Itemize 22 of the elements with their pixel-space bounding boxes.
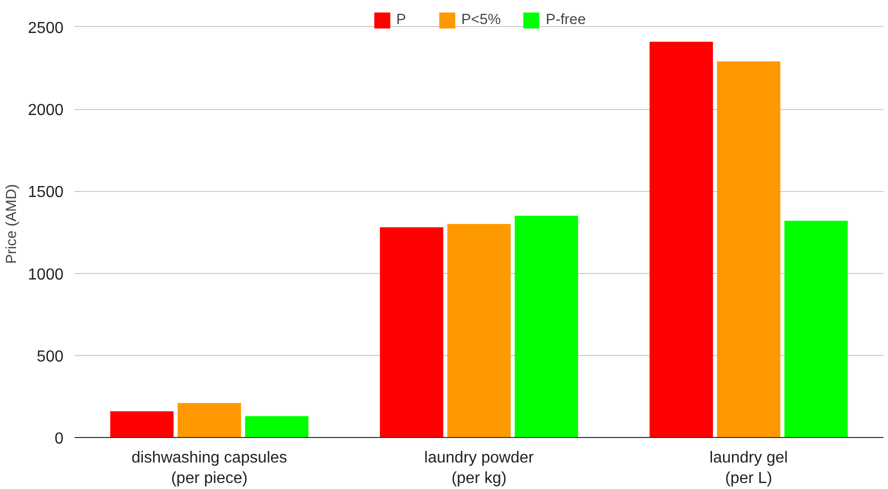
y-tick-label: 1500 [28, 184, 64, 202]
y-tick-label: 2000 [28, 102, 64, 120]
bar [650, 42, 713, 438]
legend-label: P-free [546, 12, 586, 28]
x-tick-label: laundry gel (per L) [710, 450, 788, 487]
bar [110, 411, 174, 438]
bar [784, 220, 848, 438]
x-tick-label: laundry powder (per kg) [424, 450, 534, 487]
x-tick-label: dishwashing capsules (per piece) [132, 450, 288, 487]
y-axis-title: Price (AMD) [4, 184, 20, 264]
y-tick-label: 500 [36, 348, 64, 366]
bar [514, 216, 578, 438]
y-tick-label: 0 [54, 430, 64, 448]
bar [245, 416, 308, 438]
y-tick-label: 2500 [28, 20, 64, 37]
bar [380, 227, 444, 438]
bar [447, 224, 511, 438]
legend-label: P<5% [461, 12, 501, 28]
legend-label: P [396, 12, 408, 28]
bar [178, 403, 242, 438]
bar [716, 61, 780, 438]
y-tick-label: 1000 [28, 266, 64, 284]
